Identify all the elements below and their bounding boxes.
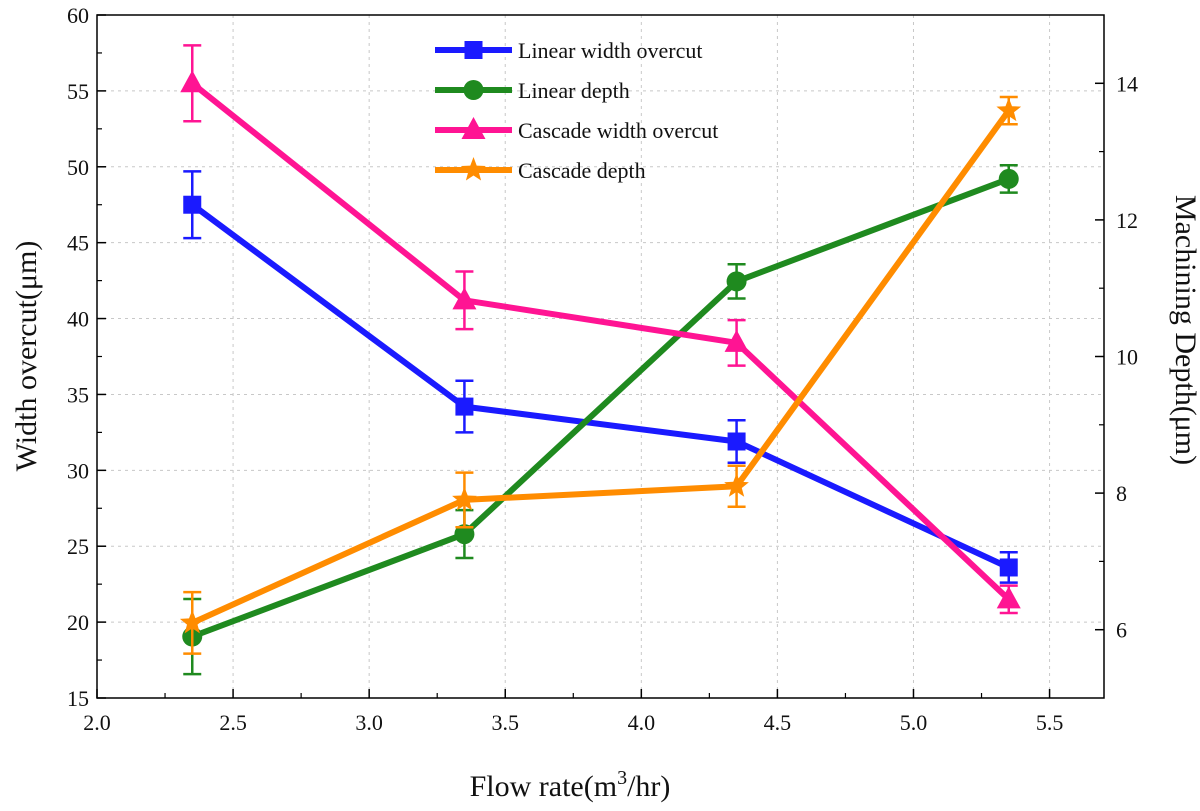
series-layer xyxy=(179,44,1022,676)
y-right-tick-label: 10 xyxy=(1116,345,1138,370)
series-cascade-depth xyxy=(179,95,1022,655)
series-linear-depth xyxy=(182,164,1019,676)
y-axis-left-title: Width overcut(μm) xyxy=(10,241,43,472)
data-point xyxy=(996,586,1021,609)
y-right-tick-label: 8 xyxy=(1116,481,1127,506)
data-point xyxy=(455,397,474,416)
legend-label: Cascade width overcut xyxy=(518,118,718,143)
y-axis-right-title: Machining Depth(μm) xyxy=(1169,195,1200,465)
legend: Linear width overcut Linear depth Cascade … xyxy=(435,38,718,183)
y-right-tick-label: 12 xyxy=(1116,208,1138,233)
y-left-tick-label: 20 xyxy=(67,610,89,635)
y-left-tick-label: 55 xyxy=(67,79,89,104)
y-left-tick-label: 50 xyxy=(67,155,89,180)
y-left-tick-label: 45 xyxy=(67,231,89,256)
series-linear-width-overcut xyxy=(183,170,1018,584)
y-left-tick-label: 30 xyxy=(67,458,89,483)
legend-item-cascade-depth: Cascade depth xyxy=(435,157,646,183)
legend-item-cascade-width-overcut: Cascade width overcut xyxy=(435,117,718,143)
legend-item-linear-width-overcut: Linear width overcut xyxy=(435,38,703,63)
data-point xyxy=(179,609,205,634)
data-point xyxy=(452,287,477,310)
x-tick-label: 4.0 xyxy=(628,710,656,735)
data-point xyxy=(996,97,1022,122)
data-point xyxy=(999,558,1018,577)
x-tick-label: 3.0 xyxy=(355,710,383,735)
x-tick-label: 5.5 xyxy=(1036,710,1064,735)
y-left-tick-label: 60 xyxy=(67,3,89,28)
x-tick-label: 4.5 xyxy=(764,710,792,735)
data-point xyxy=(183,195,202,214)
legend-marker xyxy=(463,80,484,100)
legend-marker xyxy=(461,117,486,139)
y-left-tick-label: 35 xyxy=(67,382,89,407)
data-point xyxy=(452,486,477,511)
y-left-tick-label: 40 xyxy=(67,307,89,332)
legend-marker xyxy=(464,41,483,59)
data-point xyxy=(724,473,749,497)
series-line-cascade-width-overcut xyxy=(190,80,1011,602)
data-point xyxy=(727,432,746,451)
data-point xyxy=(998,168,1019,189)
y-right-tick-label: 14 xyxy=(1116,71,1138,96)
data-point xyxy=(726,271,747,292)
x-axis-title: Flow rate(m3/hr) xyxy=(470,767,671,803)
data-point xyxy=(724,329,749,352)
x-tick-label: 2.0 xyxy=(83,710,111,735)
series-line-linear-width-overcut xyxy=(190,202,1010,571)
y-left-tick-label: 25 xyxy=(67,534,89,559)
legend-item-linear-depth: Linear depth xyxy=(435,78,630,103)
data-point xyxy=(454,524,475,545)
x-tick-label: 2.5 xyxy=(219,710,247,735)
legend-label: Linear width overcut xyxy=(518,38,703,63)
x-tick-label: 5.0 xyxy=(900,710,928,735)
series-line-cascade-depth xyxy=(191,108,1012,626)
series-cascade-width-overcut xyxy=(180,44,1021,615)
legend-label: Cascade depth xyxy=(518,158,646,183)
axis-ticks: 2.0 2.5 3.0 3.5 4.0 4.5 5.0 5.5 15 20 25 30 35 40 45 50… xyxy=(67,3,1138,735)
legend-label: Linear depth xyxy=(518,78,630,103)
series-line-linear-depth xyxy=(191,176,1010,640)
x-tick-label: 3.5 xyxy=(491,710,519,735)
legend-marker xyxy=(461,157,486,181)
y-left-tick-label: 15 xyxy=(67,686,89,711)
data-point xyxy=(180,70,205,93)
y-right-tick-label: 6 xyxy=(1116,618,1127,643)
